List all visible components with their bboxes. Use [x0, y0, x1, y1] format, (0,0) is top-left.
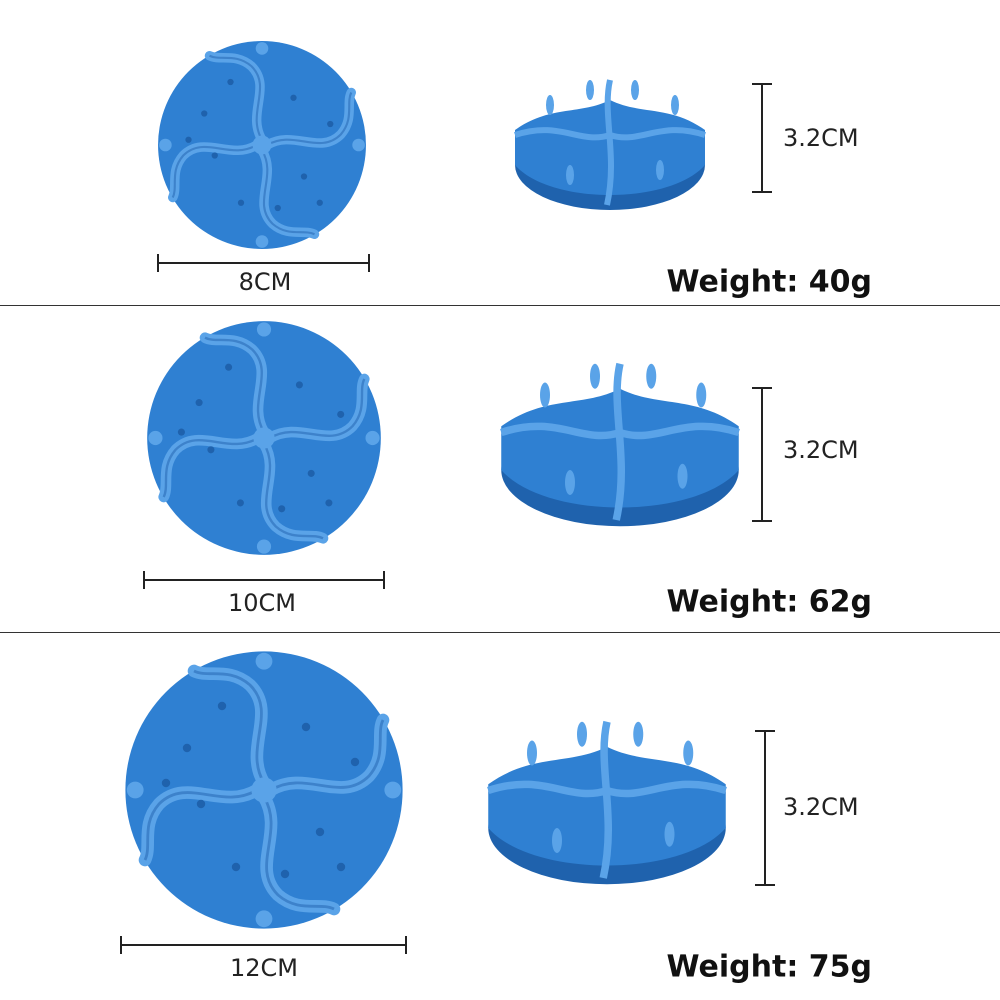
mat-ridge-shadow — [143, 669, 385, 911]
mat-spike — [577, 721, 587, 747]
mat-ridge-shadow — [171, 54, 353, 236]
texture-dot — [182, 743, 192, 753]
mat-spike — [677, 463, 688, 489]
mat-spike — [540, 382, 550, 408]
mat-ridge — [487, 720, 727, 879]
texture-dot — [161, 778, 171, 788]
texture-dot — [207, 446, 215, 454]
texture-dot — [278, 505, 286, 513]
texture-dot — [280, 869, 290, 879]
paw-print-icon — [252, 135, 272, 155]
weight-label: Weight: 75g — [666, 949, 873, 985]
mat-spike — [633, 721, 644, 747]
texture-dot — [225, 363, 233, 371]
texture-dot — [325, 499, 333, 507]
mat-bump — [159, 138, 172, 152]
texture-dot — [316, 199, 323, 206]
texture-dot — [231, 862, 241, 872]
mat-bump — [352, 138, 365, 152]
texture-dot — [211, 152, 218, 159]
lick-mat-top-view — [158, 41, 366, 249]
texture-dot — [336, 862, 346, 872]
lick-mat-top-view — [125, 651, 403, 929]
mat-spike — [586, 80, 594, 100]
mat-spike — [671, 95, 679, 115]
texture-dot — [196, 799, 206, 809]
texture-dot — [185, 136, 192, 143]
mat-bump — [256, 322, 272, 337]
texture-dot — [290, 94, 297, 101]
divider — [0, 632, 1000, 633]
mat-spike — [566, 165, 574, 185]
height-label: 3.2CM — [783, 436, 859, 464]
mat-spike — [552, 828, 562, 853]
diameter-dimension-line — [143, 571, 385, 589]
mat-spike — [656, 160, 664, 180]
texture-dot — [315, 827, 325, 837]
texture-dot — [301, 722, 311, 732]
texture-dot — [337, 410, 345, 418]
mat-spike — [527, 740, 537, 766]
mat-bump — [255, 235, 269, 248]
mat-ridge-shadow — [162, 336, 366, 540]
mat-bump — [126, 781, 144, 799]
mat-spike — [646, 363, 657, 389]
lick-mat-side-view — [500, 362, 740, 527]
mat-spike — [696, 382, 707, 408]
texture-dot — [217, 701, 227, 711]
mat-ridge — [500, 362, 740, 521]
texture-dot — [295, 381, 303, 389]
diameter-dimension-line — [157, 254, 370, 272]
mat-bump — [365, 430, 380, 446]
mat-spike — [683, 740, 694, 766]
texture-dot — [307, 469, 315, 477]
texture-dot — [350, 757, 360, 767]
texture-dot — [237, 199, 245, 206]
height-dimension-line — [752, 83, 772, 193]
texture-dot — [274, 204, 281, 212]
mat-bump — [255, 910, 273, 928]
weight-label: Weight: 62g — [666, 584, 873, 620]
divider — [0, 305, 1000, 306]
diameter-label: 12CM — [229, 954, 299, 982]
lick-mat-side-view — [487, 720, 727, 885]
mat-bump — [384, 781, 402, 799]
mat-bump — [255, 42, 269, 55]
height-dimension-line — [752, 387, 772, 522]
height-label: 3.2CM — [783, 124, 859, 152]
height-label: 3.2CM — [783, 793, 859, 821]
mat-spike — [590, 363, 600, 389]
lick-mat-top-view — [147, 321, 381, 555]
texture-dot — [201, 110, 208, 117]
texture-dot — [227, 78, 234, 86]
paw-print-icon — [253, 427, 275, 449]
mat-spike — [546, 95, 554, 115]
height-dimension-line — [755, 730, 775, 886]
mat-bump — [255, 652, 273, 670]
diameter-dimension-line — [120, 936, 407, 954]
diameter-label: 8CM — [238, 268, 292, 296]
diameter-label: 10CM — [227, 589, 297, 617]
texture-dot — [236, 499, 244, 507]
texture-dot — [195, 399, 203, 407]
mat-bump — [256, 539, 272, 554]
mat-spike — [631, 80, 639, 100]
mat-spike — [565, 470, 575, 495]
texture-dot — [327, 120, 334, 128]
weight-label: Weight: 40g — [666, 264, 873, 300]
mat-spike — [664, 821, 675, 847]
paw-print-icon — [251, 777, 277, 803]
texture-dot — [300, 173, 308, 180]
mat-ridge — [514, 79, 706, 206]
lick-mat-side-view — [514, 79, 706, 210]
mat-bump — [148, 430, 163, 446]
texture-dot — [177, 428, 185, 436]
